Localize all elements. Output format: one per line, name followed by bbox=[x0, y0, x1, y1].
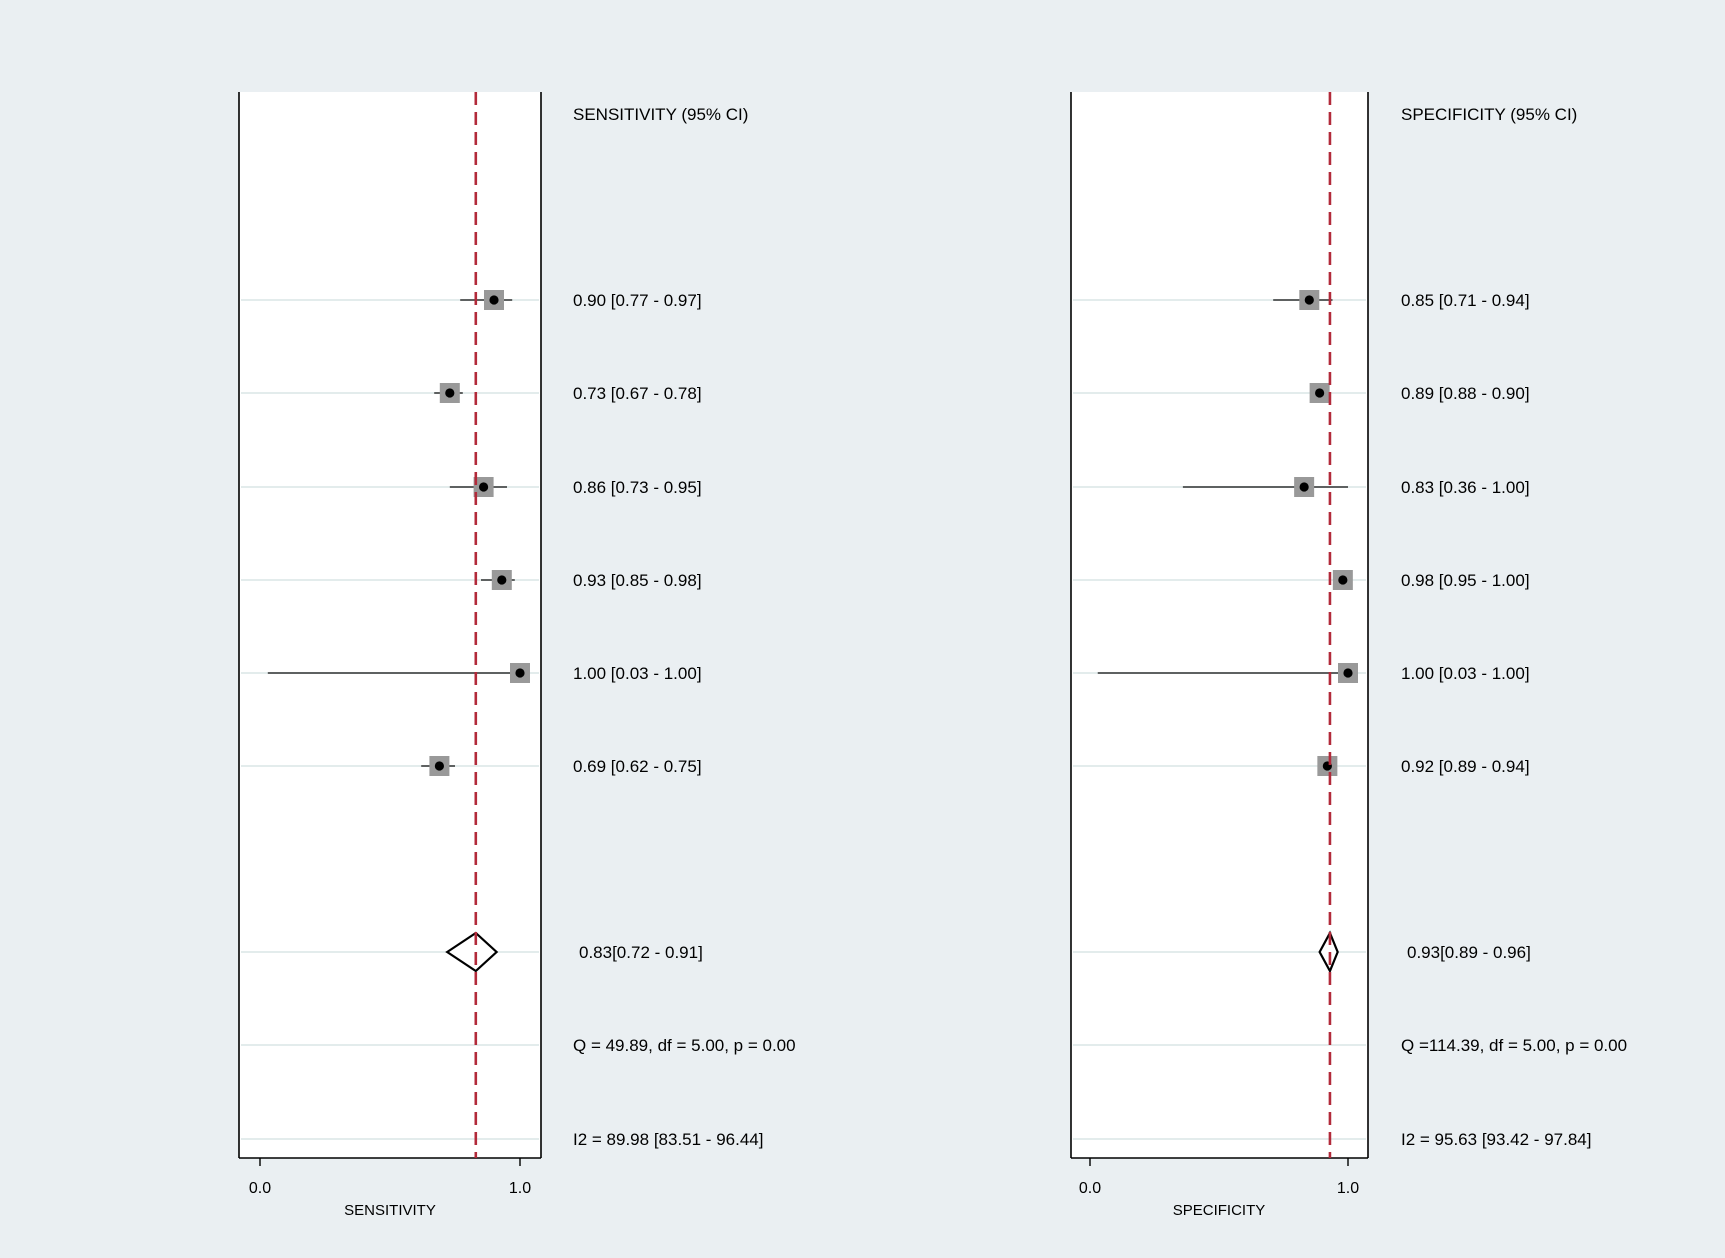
specificity-study-label: 0.89 [0.88 - 0.90] bbox=[1401, 384, 1530, 403]
sensitivity-study-label: 0.90 [0.77 - 0.97] bbox=[573, 291, 702, 310]
specificity-panel: 0.0 1.0 SPECIFICITY 0.85 [0.71 - 0.94] 0.89 … bbox=[1070, 92, 1627, 1219]
sensitivity-x-tick-label: 1.0 bbox=[509, 1180, 531, 1197]
sensitivity-study-label: 0.69 [0.62 - 0.75] bbox=[573, 757, 702, 776]
specificity-pooled-label: 0.93[0.89 - 0.96] bbox=[1407, 943, 1531, 962]
specificity-study-label: 1.00 [0.03 - 1.00] bbox=[1401, 664, 1530, 683]
sensitivity-study-point bbox=[497, 575, 507, 585]
sensitivity-study-label: 0.73 [0.67 - 0.78] bbox=[573, 384, 702, 403]
specificity-x-tick-label: 1.0 bbox=[1337, 1180, 1359, 1197]
specificity-study-point bbox=[1299, 482, 1309, 492]
specificity-study-label: 0.83 [0.36 - 1.00] bbox=[1401, 478, 1530, 497]
sensitivity-study-point bbox=[515, 668, 525, 678]
specificity-heterogeneity-i2: I2 = 95.63 [93.42 - 97.84] bbox=[1401, 1130, 1591, 1149]
specificity-study-label: 0.85 [0.71 - 0.94] bbox=[1401, 291, 1530, 310]
specificity-study-label: 0.92 [0.89 - 0.94] bbox=[1401, 757, 1530, 776]
sensitivity-study-point bbox=[434, 761, 444, 771]
sensitivity-column-header: SENSITIVITY (95% CI) bbox=[573, 105, 748, 124]
specificity-study-point bbox=[1338, 575, 1348, 585]
sensitivity-study-label: 0.86 [0.73 - 0.95] bbox=[573, 478, 702, 497]
sensitivity-pooled-diamond bbox=[445, 931, 499, 973]
specificity-plot-area bbox=[1071, 92, 1368, 1158]
specificity-heterogeneity-q: Q =114.39, df = 5.00, p = 0.00 bbox=[1401, 1036, 1627, 1055]
sensitivity-pooled-label: 0.83[0.72 - 0.91] bbox=[579, 943, 703, 962]
sensitivity-study-point bbox=[489, 295, 499, 305]
sensitivity-study-point bbox=[445, 388, 455, 398]
specificity-x-axis-label: SPECIFICITY bbox=[1173, 1202, 1266, 1219]
specificity-study-label: 0.98 [0.95 - 1.00] bbox=[1401, 571, 1530, 590]
specificity-study-point bbox=[1343, 668, 1353, 678]
specificity-study-point bbox=[1315, 388, 1325, 398]
sensitivity-heterogeneity-q: Q = 49.89, df = 5.00, p = 0.00 bbox=[573, 1036, 796, 1055]
sensitivity-x-tick-label: 0.0 bbox=[249, 1180, 271, 1197]
sensitivity-study-point bbox=[479, 482, 489, 492]
specificity-study-point bbox=[1304, 295, 1314, 305]
sensitivity-plot-area bbox=[239, 92, 541, 1158]
specificity-column-header: SPECIFICITY (95% CI) bbox=[1401, 105, 1577, 124]
sensitivity-study-label: 0.93 [0.85 - 0.98] bbox=[573, 571, 702, 590]
sensitivity-x-axis-label: SENSITIVITY bbox=[344, 1202, 436, 1219]
sensitivity-study-label: 1.00 [0.03 - 1.00] bbox=[573, 664, 702, 683]
sensitivity-panel: 0.0 1.0 SENSITIVITY 0.90 [0.77 - 0.97] 0.73 … bbox=[238, 92, 796, 1219]
sensitivity-heterogeneity-i2: I2 = 89.98 [83.51 - 96.44] bbox=[573, 1130, 763, 1149]
specificity-x-tick-label: 0.0 bbox=[1079, 1180, 1101, 1197]
